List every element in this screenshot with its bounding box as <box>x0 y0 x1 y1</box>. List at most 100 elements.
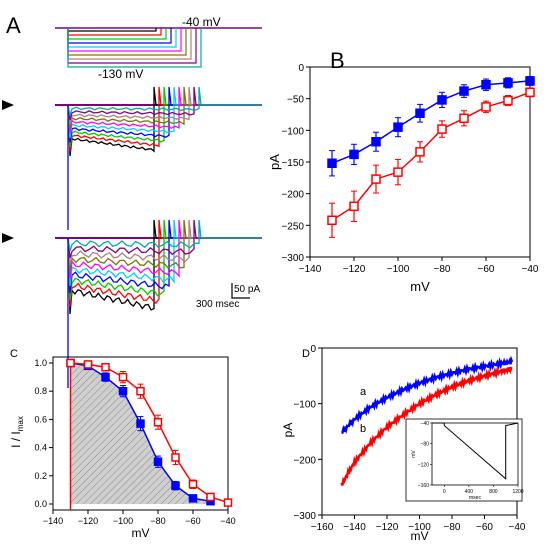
y-tick-label: 0 <box>298 63 304 74</box>
panel-d-label: D <box>302 348 310 360</box>
inset-x-tick-label: 1200 <box>512 489 523 495</box>
current-trace <box>67 86 262 139</box>
inset-y-tick-label: −80 <box>421 442 430 448</box>
x-tick-label: −40 <box>509 522 526 533</box>
inset-y-axis-title: mV <box>411 450 417 458</box>
open-square-marker <box>349 201 359 212</box>
x-tick-label: −40 <box>220 516 235 526</box>
y-tick-label: 0.6 <box>34 414 47 424</box>
scale-current-label: 50 pA <box>234 284 260 295</box>
current-trace <box>67 86 262 130</box>
voltage-protocol <box>55 27 262 68</box>
inset-y-tick-label: −160 <box>418 483 429 489</box>
open-square-marker <box>171 453 180 462</box>
inset-frame <box>431 422 519 486</box>
open-square-marker <box>503 95 513 106</box>
x-tick-label: −140 <box>343 522 366 533</box>
inset-y-tick-label: −40 <box>421 421 430 427</box>
current-trace <box>67 219 262 301</box>
filled-square-marker <box>371 136 381 147</box>
open-square-marker <box>153 417 163 427</box>
panel-b-label: B <box>330 48 345 73</box>
open-square-marker <box>437 124 447 134</box>
x-axis-title: mV <box>410 279 430 294</box>
y-axis-title-subscript: max <box>16 416 25 431</box>
x-tick-label: −100 <box>113 516 133 526</box>
inset-box <box>405 418 523 502</box>
filled-square-marker <box>349 149 359 160</box>
x-tick-label: −80 <box>444 522 461 533</box>
current-trace <box>67 86 262 152</box>
protocol-step <box>67 28 167 40</box>
y-tick-label: −100 <box>281 126 304 137</box>
current-trace <box>67 86 262 125</box>
series-line-red <box>331 91 531 221</box>
y-tick-label: −200 <box>281 190 304 201</box>
y-tick-label: −100 <box>293 400 316 411</box>
current-traces-1 <box>55 86 262 230</box>
current-trace <box>67 86 262 134</box>
filled-square-marker <box>393 122 403 132</box>
x-tick-label: −40 <box>522 264 539 275</box>
x-tick-label: −80 <box>434 264 451 275</box>
filled-square-marker <box>525 76 535 86</box>
x-axis-title: mV <box>132 526 150 540</box>
open-square-marker <box>206 492 215 502</box>
inset-ramp-line <box>432 422 519 480</box>
open-square-marker <box>118 372 128 382</box>
current-trace <box>67 219 262 273</box>
current-trace <box>67 86 262 143</box>
protocol-top-label: -40 mV <box>182 15 221 29</box>
chart-c-inactivation: −140 −120 −100 −80 −60 −40 0.0 0.2 0.4 0.6 0.8 1.0 m… <box>9 356 236 540</box>
x-tick-label: −60 <box>185 516 200 526</box>
x-tick-label: −100 <box>387 264 410 275</box>
y-axis-title: pA <box>281 423 295 438</box>
baseline-arrow-1 <box>2 100 14 110</box>
panel-c-label: C <box>10 348 18 360</box>
current-trace <box>67 219 262 280</box>
filled-square-marker <box>415 108 425 118</box>
current-trace <box>67 86 262 116</box>
scale-bar <box>231 283 250 299</box>
filled-square-marker <box>437 95 447 105</box>
y-tick-label: −200 <box>293 455 316 466</box>
inset-x-axis-title: msec <box>469 495 481 501</box>
ramp-trace-b <box>340 366 513 486</box>
plot-frame <box>52 356 229 511</box>
current-trace <box>67 86 262 157</box>
inset-x-tick-label: 0 <box>443 489 446 495</box>
current-trace <box>67 219 262 294</box>
inset-y-tick-label: −120 <box>418 462 429 468</box>
panel-a-label: A <box>6 13 21 38</box>
x-tick-label: −80 <box>150 516 165 526</box>
y-tick-label: −300 <box>281 253 304 264</box>
protocol-bottom-label: -130 mV <box>98 67 143 81</box>
shaded-area <box>70 363 211 504</box>
y-tick-label: −50 <box>287 95 304 106</box>
curve-a-label: a <box>360 386 367 398</box>
current-traces-2 <box>55 219 262 388</box>
filled-square-marker <box>188 494 198 503</box>
x-tick-label: −60 <box>476 522 493 533</box>
filled-square-marker <box>101 372 110 382</box>
chart-b-iv: −140 −120 −100 −80 −60 −40 0 −50 −100 −150 −200 −25… <box>267 63 539 294</box>
open-square-marker <box>66 358 75 368</box>
y-tick-label: 0.2 <box>34 471 47 481</box>
filled-square-marker <box>153 457 163 466</box>
filled-square-marker <box>327 158 337 169</box>
current-trace <box>67 219 262 252</box>
ramp-trace-a <box>341 355 514 435</box>
series-line-blue <box>331 80 531 164</box>
panel-a: A -40 mV -130 mV 50 pA 300 msec <box>2 13 262 388</box>
x-tick-label: −60 <box>478 264 495 275</box>
open-square-marker <box>525 87 535 98</box>
y-axis-title: pA <box>267 154 282 170</box>
filled-square-marker <box>481 79 491 90</box>
filled-square-marker <box>118 386 128 396</box>
y-tick-label: 0 <box>310 344 316 355</box>
x-tick-label: −120 <box>376 522 399 533</box>
open-square-marker <box>188 480 198 489</box>
x-axis-title: mV <box>411 529 429 543</box>
current-trace <box>67 219 262 308</box>
